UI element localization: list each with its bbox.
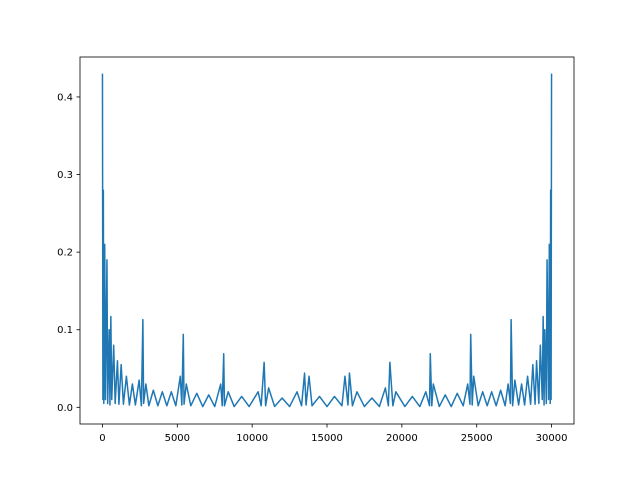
axes-frame [79,56,575,425]
x-tick-label: 5000 [165,433,190,444]
x-tick-label: 25000 [461,433,493,444]
x-tick-label: 30000 [536,433,568,444]
x-tick-label: 15000 [311,433,343,444]
x-tick-label: 20000 [386,433,418,444]
y-tick-label: 0.4 [57,92,73,103]
line-series [101,73,553,408]
y-tick-label: 0.1 [57,325,73,336]
x-tick-label: 10000 [236,433,268,444]
y-tick-label: 0.2 [57,248,73,259]
y-tick-label: 0.3 [57,170,73,181]
x-tick-label: 0 [99,433,105,444]
y-tick-label: 0.0 [57,403,73,414]
